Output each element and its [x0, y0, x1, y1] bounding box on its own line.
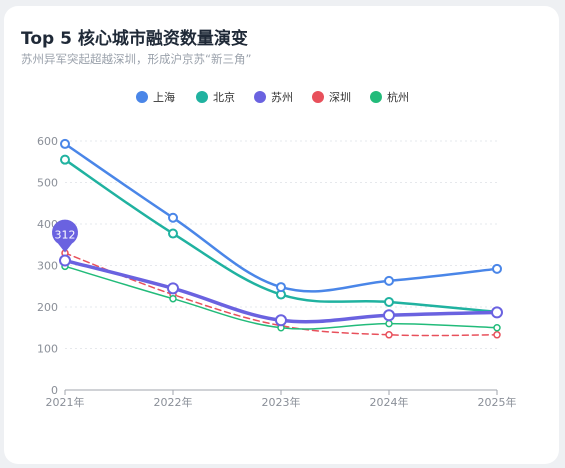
series-上海-point — [384, 275, 394, 286]
series-北京-point — [168, 228, 178, 239]
series-上海-point — [276, 282, 286, 293]
series-杭州-point — [385, 319, 393, 328]
annotation-label: 312 — [55, 229, 76, 242]
x-tick-label: 2024年 — [370, 395, 409, 409]
y-tick-label: 0 — [51, 384, 58, 397]
series-杭州-point — [493, 324, 501, 332]
series-深圳-point — [493, 331, 501, 339]
series-上海-line — [63, 142, 499, 293]
legend-label: 北京 — [213, 90, 235, 104]
y-tick-label: 400 — [37, 218, 58, 231]
y-tick-label: 200 — [37, 301, 58, 314]
chart-card — [4, 6, 559, 464]
x-tick-label: 2025年 — [478, 395, 517, 409]
series-上海-point — [168, 212, 178, 223]
series-上海-point — [60, 138, 70, 149]
y-tick-label: 100 — [37, 343, 58, 356]
y-tick-label: 300 — [37, 260, 58, 273]
series-北京-point — [60, 154, 70, 165]
chart-title: Top 5 核心城市融资数量演变 — [21, 29, 248, 49]
legend-label: 苏州 — [271, 91, 293, 104]
y-tick-label: 500 — [37, 177, 58, 190]
y-tick-label: 600 — [37, 135, 58, 148]
legend-swatch — [370, 91, 382, 103]
legend-label: 深圳 — [329, 91, 351, 104]
x-tick-label: 2022年 — [154, 395, 193, 409]
series-苏州-point — [383, 309, 395, 322]
series-上海-point — [492, 263, 502, 274]
legend-label: 杭州 — [387, 90, 409, 104]
series-杭州-point — [169, 294, 177, 303]
x-tick-label: 2023年 — [262, 395, 301, 409]
series-北京-point — [384, 297, 394, 308]
legend-swatch — [254, 91, 266, 103]
series-深圳-line — [64, 252, 498, 337]
series-苏州-point — [275, 314, 287, 327]
series-苏州-point — [59, 254, 71, 267]
series-深圳-point — [385, 331, 393, 339]
legend-swatch — [196, 91, 208, 103]
legend-label: 上海 — [153, 90, 175, 104]
series-苏州-point — [491, 306, 503, 319]
series-苏州-point — [167, 282, 179, 295]
x-tick-label: 2021年 — [46, 395, 85, 409]
annotation-pin — [52, 219, 78, 253]
chart-subtitle: 苏州异军突起超越深圳，形成沪京苏“新三角” — [21, 52, 252, 66]
legend-swatch — [312, 91, 324, 103]
legend-swatch — [136, 91, 148, 103]
